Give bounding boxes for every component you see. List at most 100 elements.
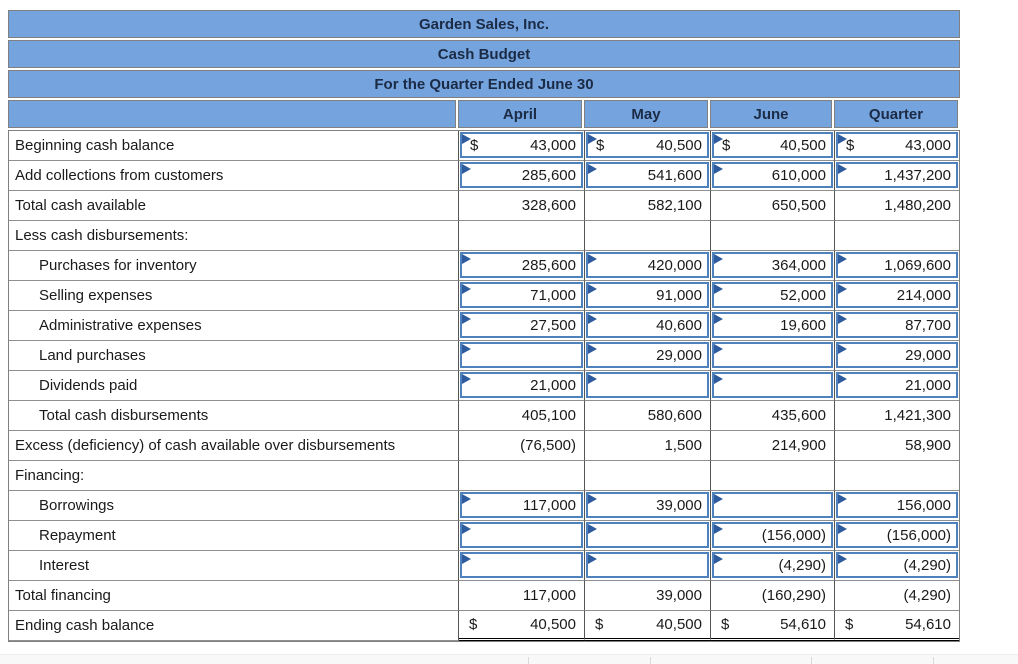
answer-input-cell[interactable]: (4,290) (836, 552, 958, 578)
answer-input-cell[interactable] (460, 552, 583, 578)
answer-input-cell[interactable]: 39,000 (586, 492, 709, 518)
input-marker-icon (588, 134, 597, 144)
table-divider (528, 657, 529, 664)
answer-input-cell[interactable]: 214,000 (836, 282, 958, 308)
input-marker-icon (714, 344, 723, 354)
answer-input-cell[interactable]: 610,000 (712, 162, 833, 188)
answer-input-cell[interactable]: 156,000 (836, 492, 958, 518)
value-cell: $54,610 (835, 611, 959, 641)
answer-input-cell[interactable]: 52,000 (712, 282, 833, 308)
report-title: Garden Sales, Inc. (8, 10, 960, 38)
input-marker-icon (588, 314, 597, 324)
dollar-sign: $ (846, 136, 855, 154)
answer-input-cell[interactable]: $40,500 (586, 132, 709, 158)
value-cell: 610,000 (711, 161, 835, 191)
answer-input-cell[interactable]: $40,500 (712, 132, 833, 158)
value-cell: 1,437,200 (835, 161, 959, 191)
input-marker-icon (714, 134, 723, 144)
answer-input-cell[interactable] (586, 552, 709, 578)
answer-input-cell[interactable]: 87,700 (836, 312, 958, 338)
answer-input-cell[interactable]: 19,600 (712, 312, 833, 338)
answer-input-cell[interactable]: (156,000) (712, 522, 833, 548)
answer-input-cell[interactable]: 29,000 (586, 342, 709, 368)
answer-input-cell[interactable]: 1,069,600 (836, 252, 958, 278)
answer-input-cell[interactable]: 364,000 (712, 252, 833, 278)
answer-input-cell[interactable]: 91,000 (586, 282, 709, 308)
cell-value: 541,600 (647, 166, 702, 184)
answer-input-cell[interactable]: $43,000 (836, 132, 958, 158)
answer-input-cell[interactable]: 40,600 (586, 312, 709, 338)
row-label: Less cash disbursements: (9, 221, 459, 251)
cell-value: 610,000 (771, 166, 826, 184)
answer-input-cell[interactable]: 285,600 (460, 252, 583, 278)
value-cell: 582,100 (585, 191, 711, 221)
answer-input-cell[interactable]: 541,600 (586, 162, 709, 188)
answer-input-cell[interactable]: 420,000 (586, 252, 709, 278)
answer-input-cell[interactable]: 21,000 (836, 372, 958, 398)
input-marker-icon (462, 554, 471, 564)
value-cell (711, 221, 835, 251)
input-marker-icon (462, 374, 471, 384)
cash-budget-worksheet: Garden Sales, Inc. Cash Budget For the Q… (8, 10, 960, 642)
cell-value: (4,290) (903, 587, 951, 604)
value-cell: 420,000 (585, 251, 711, 281)
value-cell: 87,700 (835, 311, 959, 341)
input-marker-icon (462, 494, 471, 504)
value-cell: (156,000) (835, 521, 959, 551)
answer-input-cell[interactable] (712, 342, 833, 368)
column-header-april: April (458, 100, 582, 128)
answer-input-cell[interactable]: 21,000 (460, 372, 583, 398)
answer-input-cell[interactable]: 27,500 (460, 312, 583, 338)
answer-input-cell[interactable] (712, 372, 833, 398)
cell-value: 29,000 (905, 346, 951, 364)
cell-value: 1,480,200 (884, 197, 951, 214)
answer-input-cell[interactable]: 71,000 (460, 282, 583, 308)
answer-input-cell[interactable] (712, 492, 833, 518)
answer-input-cell[interactable]: (156,000) (836, 522, 958, 548)
row-label: Total cash available (9, 191, 459, 221)
input-marker-icon (714, 164, 723, 174)
answer-input-cell[interactable]: $43,000 (460, 132, 583, 158)
value-cell: 541,600 (585, 161, 711, 191)
table-divider (811, 657, 812, 664)
report-subtitle: Cash Budget (8, 40, 960, 68)
input-marker-icon (838, 314, 847, 324)
answer-input-cell[interactable]: 117,000 (460, 492, 583, 518)
row-label: Total financing (9, 581, 459, 611)
value-cell: 29,000 (835, 341, 959, 371)
input-marker-icon (838, 284, 847, 294)
value-cell: 405,100 (459, 401, 585, 431)
dollar-sign: $ (722, 136, 731, 154)
input-marker-icon (462, 314, 471, 324)
row-label: Borrowings (9, 491, 459, 521)
input-marker-icon (588, 254, 597, 264)
cell-value: 91,000 (656, 286, 702, 304)
answer-input-cell[interactable]: (4,290) (712, 552, 833, 578)
cell-value: 39,000 (656, 496, 702, 514)
input-marker-icon (588, 284, 597, 294)
answer-input-cell[interactable] (586, 372, 709, 398)
value-cell: 58,900 (835, 431, 959, 461)
row-label: Financing: (9, 461, 459, 491)
dollar-sign: $ (845, 616, 854, 633)
row-label: Purchases for inventory (9, 251, 459, 281)
answer-input-cell[interactable] (460, 342, 583, 368)
answer-input-cell[interactable]: 285,600 (460, 162, 583, 188)
answer-input-cell[interactable]: 29,000 (836, 342, 958, 368)
value-cell: $40,500 (585, 611, 711, 641)
input-marker-icon (838, 134, 847, 144)
row-label: Ending cash balance (9, 611, 459, 641)
answer-input-cell[interactable] (586, 522, 709, 548)
value-cell: (4,290) (711, 551, 835, 581)
value-cell: $40,500 (459, 611, 585, 641)
cell-value: 405,100 (521, 407, 576, 424)
answer-input-cell[interactable] (460, 522, 583, 548)
row-label: Selling expenses (9, 281, 459, 311)
answer-input-cell[interactable]: 1,437,200 (836, 162, 958, 188)
cell-value: (4,290) (903, 556, 951, 574)
value-cell: 214,000 (835, 281, 959, 311)
value-cell: (76,500) (459, 431, 585, 461)
row-label: Total cash disbursements (9, 401, 459, 431)
value-cell: 364,000 (711, 251, 835, 281)
value-cell: 40,600 (585, 311, 711, 341)
